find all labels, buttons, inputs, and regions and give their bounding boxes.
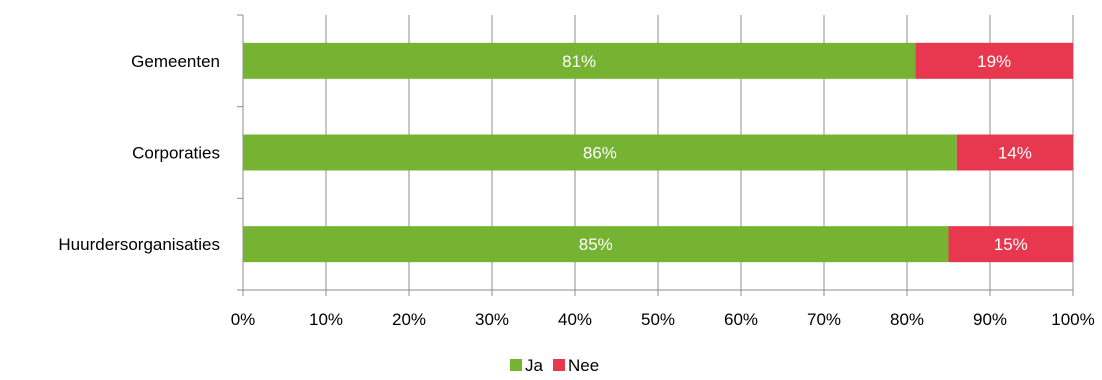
bar-nee-gemeenten [915,42,1073,79]
legend-label: Nee [568,356,599,375]
data-label: 14% [998,144,1032,163]
data-label: 19% [977,52,1011,71]
data-label: 86% [583,144,617,163]
x-tick-label: 20% [392,310,426,329]
data-label: 81% [562,52,596,71]
x-tick-label: 60% [724,310,758,329]
bars: 81% 19% 86% 14% 85% 15% [243,42,1073,263]
x-tick-label: 10% [309,310,343,329]
data-label: 85% [579,235,613,254]
x-tick-label: 0% [231,310,256,329]
legend-swatch-ja [510,359,522,371]
x-tick-label: 70% [807,310,841,329]
bar-nee-corporaties [956,134,1073,171]
category-label: Gemeenten [131,52,220,71]
legend-swatch-nee [553,359,565,371]
bar-nee-huurdersorganisaties [948,226,1073,263]
x-tick-label: 50% [641,310,675,329]
category-label: Huurdersorganisaties [58,235,220,254]
category-label: Corporaties [132,144,220,163]
x-tick-label: 90% [973,310,1007,329]
bar-ja-huurdersorganisaties [243,226,949,263]
x-tick-label: 100% [1051,310,1094,329]
bar-ja-corporaties [243,134,957,171]
legend: Ja Nee [510,356,599,375]
legend-label: Ja [525,356,544,375]
x-tick-label: 80% [890,310,924,329]
x-tick-label: 40% [558,310,592,329]
category-labels: Gemeenten Corporaties Huurdersorganisaties [58,52,220,254]
x-tick-labels: 0% 10% 20% 30% 40% 50% 60% 70% 80% 90% 100% [231,310,1095,329]
bar-ja-gemeenten [243,42,916,79]
x-tick-label: 30% [475,310,509,329]
data-label: 15% [994,235,1028,254]
